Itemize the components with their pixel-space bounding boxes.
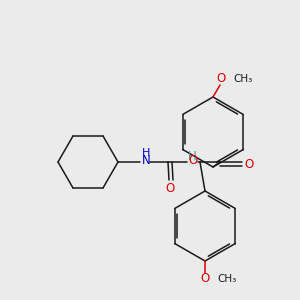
Text: CH₃: CH₃ [217, 274, 236, 284]
Text: H: H [142, 148, 150, 158]
Text: O: O [244, 158, 253, 170]
Text: O: O [188, 154, 198, 167]
Text: O: O [165, 182, 175, 194]
Text: N: N [142, 154, 150, 167]
Text: CH₃: CH₃ [233, 74, 252, 84]
Text: O: O [216, 73, 226, 85]
Text: O: O [200, 272, 210, 286]
Text: H: H [188, 149, 196, 163]
